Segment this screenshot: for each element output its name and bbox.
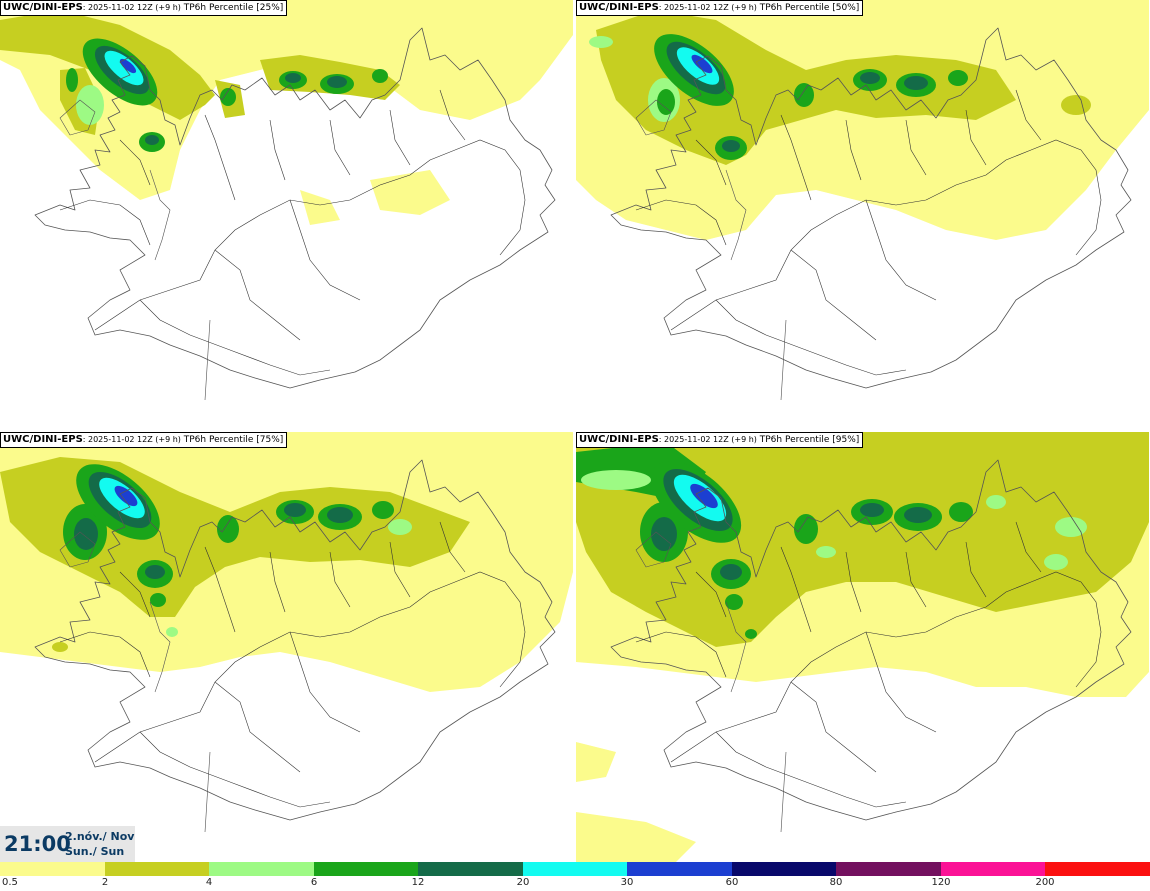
field-name: TP6h Percentile [95%] — [756, 435, 860, 445]
legend-swatch — [0, 862, 105, 876]
legend-swatch — [731, 862, 837, 876]
map-panel-p95: UWC/DINI-EPS: 2025-11-02 12Z (+9 h) TP6h… — [576, 432, 1149, 862]
legend-tick-label: 4 — [205, 877, 213, 888]
panel-title: UWC/DINI-EPS: 2025-11-02 12Z (+9 h) TP6h… — [576, 432, 864, 448]
model-name: UWC/DINI-EPS — [579, 434, 659, 445]
legend-tick-label: 6 — [310, 877, 318, 888]
precip-fields — [576, 432, 1149, 862]
field-name: TP6h Percentile [25%] — [180, 3, 284, 13]
panel-title: UWC/DINI-EPS: 2025-11-02 12Z (+9 h) TP6h… — [0, 432, 288, 448]
map-panel-p25: UWC/DINI-EPS: 2025-11-02 12Z (+9 h) TP6h… — [0, 0, 573, 430]
model-name: UWC/DINI-EPS — [3, 2, 83, 13]
legend-swatch — [522, 862, 628, 876]
color-legend-bar — [0, 862, 1150, 876]
run-time: : 2025-11-02 12Z (+9 h) — [658, 435, 757, 444]
legend-tick-label: 0.5 — [2, 877, 18, 888]
field-name: TP6h Percentile [50%] — [756, 3, 860, 13]
precipitation-map — [0, 432, 573, 833]
legend-swatch — [104, 862, 210, 876]
precip-fields — [576, 0, 1149, 240]
model-name: UWC/DINI-EPS — [579, 2, 659, 13]
precipitation-map — [576, 432, 1149, 862]
legend-tick-label: 120 — [931, 877, 951, 888]
legend-tick-label: 80 — [829, 877, 843, 888]
legend-swatch — [209, 862, 314, 876]
run-time: : 2025-11-02 12Z (+9 h) — [82, 435, 181, 444]
map-panel-p50: UWC/DINI-EPS: 2025-11-02 12Z (+9 h) TP6h… — [576, 0, 1149, 430]
legend-swatch — [627, 862, 732, 876]
precip-fields — [0, 0, 573, 225]
map-panel-p75: UWC/DINI-EPS: 2025-11-02 12Z (+9 h) TP6h… — [0, 432, 573, 862]
legend-swatch — [940, 862, 1046, 876]
color-legend-labels: 0.5 2 4 6 12 20 30 60 80 120 200 — [0, 876, 1150, 891]
legend-swatch — [1045, 862, 1150, 876]
panel-title: UWC/DINI-EPS: 2025-11-02 12Z (+9 h) TP6h… — [576, 0, 864, 16]
panel-title: UWC/DINI-EPS: 2025-11-02 12Z (+9 h) TP6h… — [0, 0, 288, 16]
legend-tick-label: 20 — [516, 877, 530, 888]
precipitation-map — [576, 0, 1149, 401]
valid-date-line-2: Sun./ Sun — [65, 845, 125, 858]
precip-fields — [0, 432, 573, 692]
run-time: : 2025-11-02 12Z (+9 h) — [658, 3, 757, 12]
legend-tick-label: 12 — [411, 877, 425, 888]
valid-time: 21:00 — [4, 832, 71, 856]
legend-tick-label: 2 — [101, 877, 109, 888]
legend-swatch — [313, 862, 419, 876]
legend-tick-label: 200 — [1035, 877, 1055, 888]
legend-tick-label: 30 — [620, 877, 634, 888]
legend-swatch — [418, 862, 523, 876]
run-time: : 2025-11-02 12Z (+9 h) — [82, 3, 181, 12]
valid-time-box: 21:00 2.nóv./ Nov Sun./ Sun — [0, 826, 135, 862]
precipitation-map — [0, 0, 573, 401]
legend-tick-label: 60 — [725, 877, 739, 888]
model-name: UWC/DINI-EPS — [3, 434, 83, 445]
legend-swatch — [836, 862, 941, 876]
valid-date-line-1: 2.nóv./ Nov — [65, 830, 135, 843]
field-name: TP6h Percentile [75%] — [180, 435, 284, 445]
